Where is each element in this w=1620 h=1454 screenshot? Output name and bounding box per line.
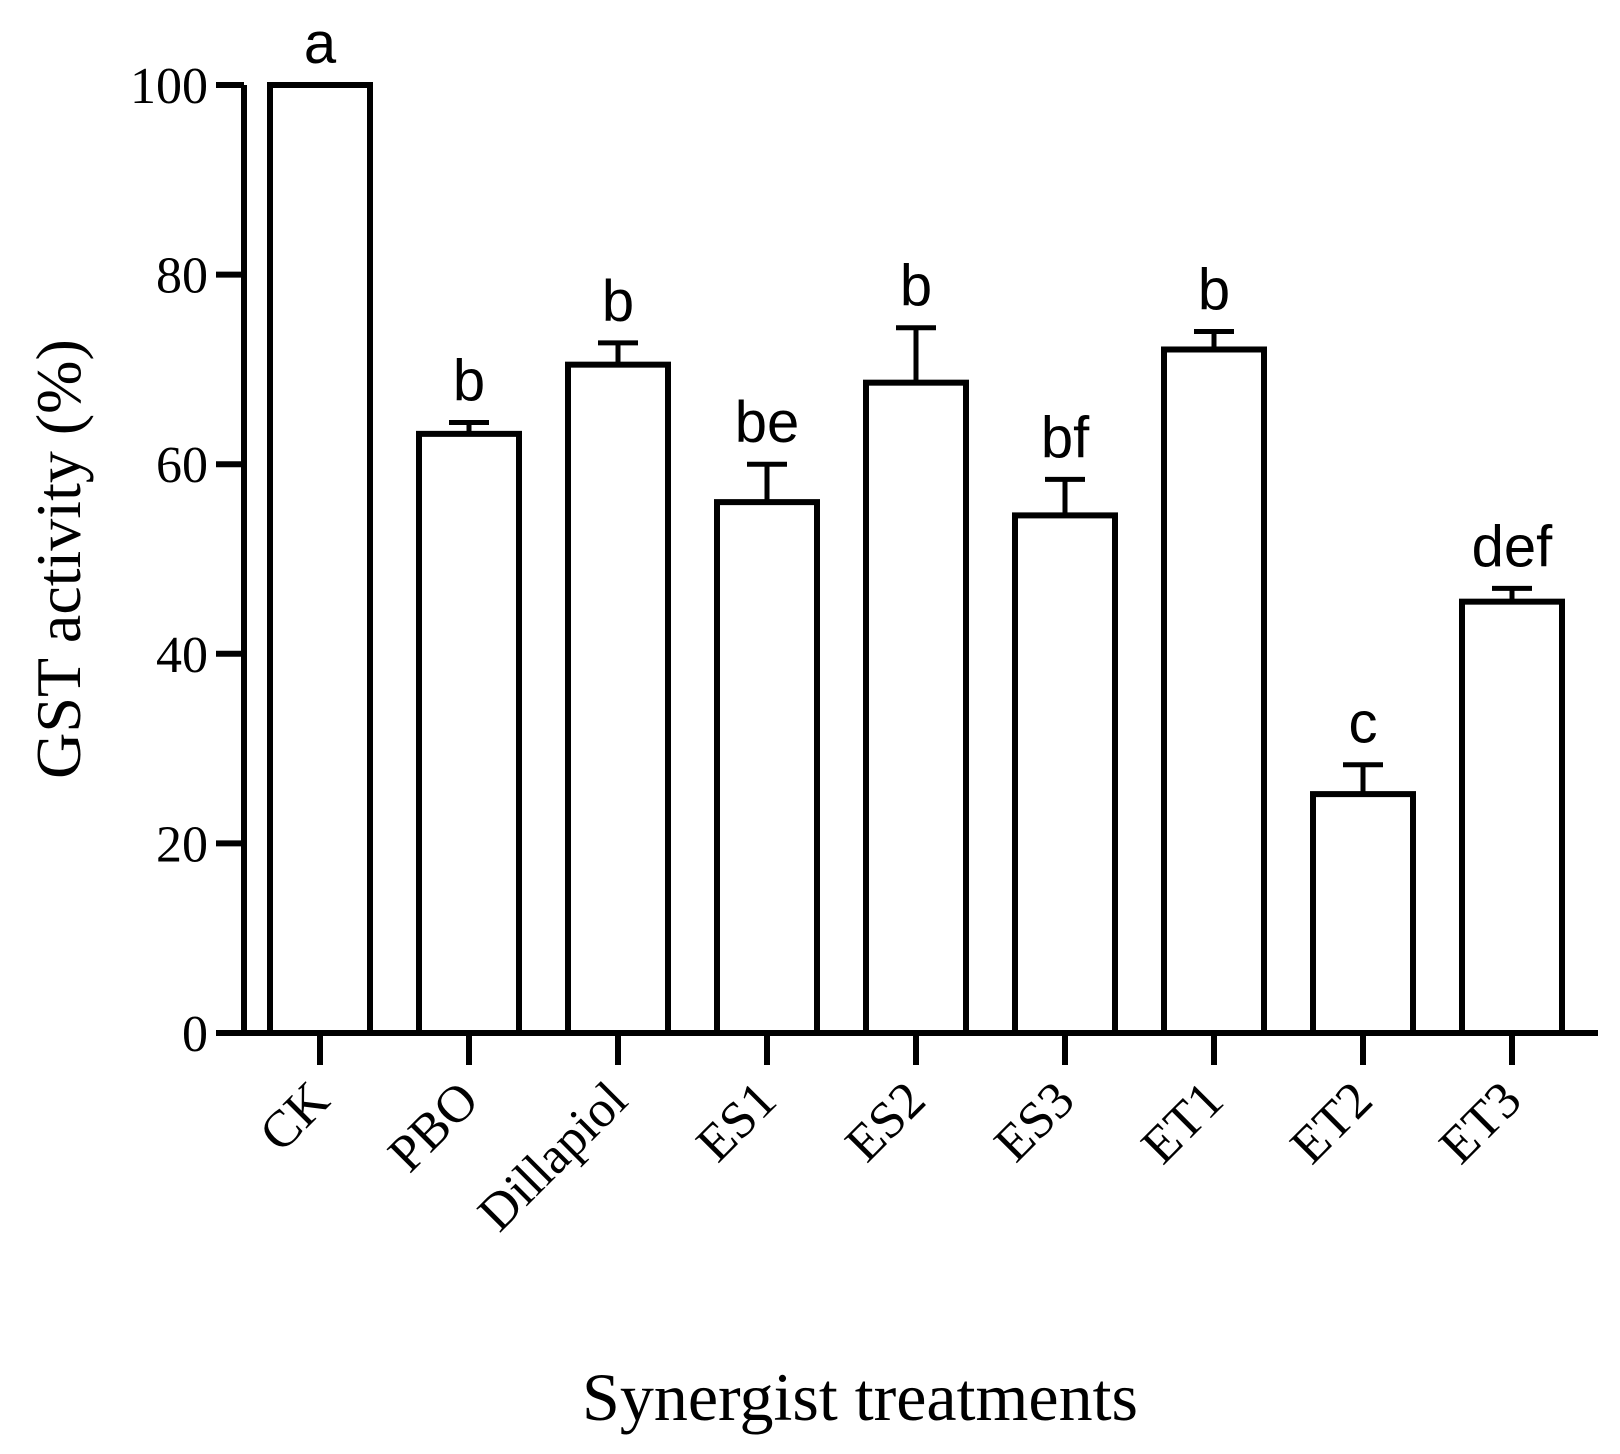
x-tick-label: CK [249,1071,341,1163]
y-tick-label: 60 [156,437,208,494]
y-tick-label: 100 [130,58,208,115]
x-tick-label: Dillapiol [467,1071,638,1242]
x-tick-label: ET3 [1429,1071,1533,1175]
significance-label: a [304,11,337,76]
bar-ck [267,82,373,1036]
bar-dillapiol [565,361,671,1037]
x-tick-label: PBO [378,1071,490,1183]
y-axis-label: GST activity (%) [23,339,94,779]
significance-label: bf [1041,405,1090,470]
y-tick-label: 0 [182,1006,208,1063]
x-tick-label: ES1 [686,1071,788,1173]
significance-label: b [453,348,485,413]
significance-label: def [1472,514,1554,579]
x-tick-label: ES2 [835,1071,937,1173]
bar-et3 [1459,598,1565,1036]
y-ticks: 0 20 40 60 80 100 [130,58,244,1063]
significance-label: be [735,390,800,455]
x-tick-label: ET2 [1280,1071,1384,1175]
bar-es1 [714,499,820,1036]
significance-label: c [1349,691,1378,756]
bar-es2 [863,379,969,1036]
y-tick-label: 20 [156,816,208,873]
significance-label: b [900,254,932,319]
bar-et1 [1161,346,1267,1036]
x-tick-label: ET1 [1131,1071,1235,1175]
significance-label: b [1198,257,1230,322]
y-tick-label: 40 [156,627,208,684]
x-tick-label: ES3 [984,1071,1086,1173]
x-axis-label: Synergist treatments [582,1359,1138,1435]
bar-et2 [1310,791,1416,1036]
bar-es3 [1012,512,1118,1036]
bars: a b b be b bf b c def [267,11,1565,1037]
bar-pbo [416,430,522,1036]
y-tick-label: 80 [156,248,208,305]
significance-label: b [602,269,634,334]
